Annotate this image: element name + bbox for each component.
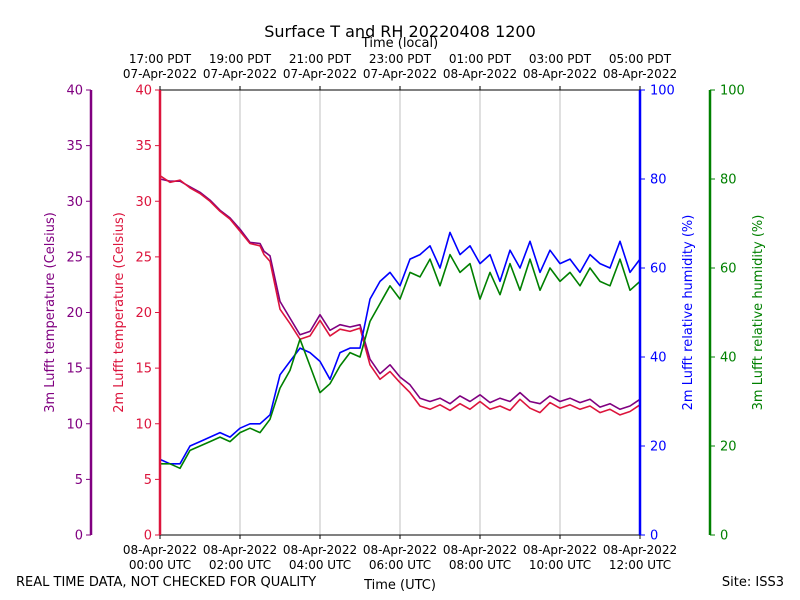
x-tick-label-bottom-date: 08-Apr-2022 — [123, 543, 197, 557]
y-axis-t3m: 0 5 10 15 20 25 30 35 40 3m Lufft temperature (Ce… — [43, 84, 93, 544]
y-tick-label: 0 — [720, 529, 728, 544]
axes-layer: 0 5 10 15 20 25 30 35 40 3m Lufft temperature (Ce… — [43, 84, 766, 544]
y-tick-label: 35 — [135, 139, 152, 154]
series-line-rh3m — [160, 253, 641, 470]
y-tick-label: 15 — [66, 362, 83, 377]
quality-disclaimer: REAL TIME DATA, NOT CHECKED FOR QUALITY — [16, 575, 317, 590]
y-tick-label: 25 — [135, 250, 152, 265]
y-tick-label: 20 — [650, 440, 667, 455]
series-line-t3m — [159, 178, 641, 411]
x-tick-label-top-date: 08-Apr-2022 — [443, 67, 517, 81]
series-layer — [159, 175, 641, 470]
x-tick-label-top-time: 23:00 PDT — [369, 52, 432, 66]
x-tick-label-bottom-time: 10:00 UTC — [529, 558, 591, 572]
x-tick-label-bottom-date: 08-Apr-2022 — [443, 543, 517, 557]
y-tick-label: 100 — [650, 84, 675, 99]
y-tick-label: 0 — [650, 529, 658, 544]
y-tick-label: 40 — [720, 351, 737, 366]
x-tick-label-top-date: 07-Apr-2022 — [283, 67, 357, 81]
y-axis-title: 2m Lufft temperature (Celsius) — [112, 212, 127, 413]
y-tick-label: 5 — [144, 473, 152, 488]
y-tick-label: 0 — [75, 529, 83, 544]
y-tick-label: 80 — [650, 173, 667, 188]
x-tick-label-top-date: 07-Apr-2022 — [363, 67, 437, 81]
y-tick-label: 60 — [650, 262, 667, 277]
x-tick-label-bottom-time: 04:00 UTC — [289, 558, 351, 572]
x-tick-label-bottom-time: 02:00 UTC — [209, 558, 271, 572]
y-tick-label: 10 — [135, 417, 152, 432]
y-tick-label: 100 — [720, 84, 745, 99]
x-tick-label-top-date: 08-Apr-2022 — [523, 67, 597, 81]
y-tick-label: 60 — [720, 262, 737, 277]
y-tick-label: 80 — [720, 173, 737, 188]
x-tick-label-top-date: 07-Apr-2022 — [203, 67, 277, 81]
x-tick-label-top-date: 07-Apr-2022 — [123, 67, 197, 81]
y-tick-label: 10 — [66, 417, 83, 432]
y-tick-label: 15 — [135, 362, 152, 377]
y-tick-label: 25 — [66, 250, 83, 265]
y-tick-label: 40 — [66, 84, 83, 99]
y-axis-t2m: 0 5 10 15 20 25 30 35 40 2m Lufft temperature (Ce… — [112, 84, 162, 544]
y-tick-label: 30 — [66, 195, 83, 210]
x-tick-label-top-time: 21:00 PDT — [289, 52, 352, 66]
x-tick-label-top-time: 17:00 PDT — [129, 52, 192, 66]
x-tick-label-bottom-date: 08-Apr-2022 — [283, 543, 357, 557]
y-axis-rh3m: 0 20 40 60 80 100 3m Lufft relative humidity (… — [708, 84, 766, 544]
x-tick-label-bottom-date: 08-Apr-2022 — [363, 543, 437, 557]
x-tick-label-bottom-time: 00:00 UTC — [129, 558, 191, 572]
grid-lines — [239, 90, 561, 535]
top-axis-title: Time (local) — [361, 36, 438, 51]
bottom-axis-title: Time (UTC) — [363, 578, 436, 593]
y-tick-label: 30 — [135, 195, 152, 210]
x-tick-label-bottom-time: 06:00 UTC — [369, 558, 431, 572]
x-tick-label-top-time: 19:00 PDT — [209, 52, 272, 66]
x-tick-label-top-time: 03:00 PDT — [529, 52, 592, 66]
x-tick-label-bottom-date: 08-Apr-2022 — [203, 543, 277, 557]
site-label: Site: ISS3 — [721, 575, 784, 590]
y-tick-label: 40 — [135, 84, 152, 99]
x-tick-label-top-time: 01:00 PDT — [449, 52, 512, 66]
x-tick-label-bottom-date: 08-Apr-2022 — [603, 543, 677, 557]
y-axis-title: 2m Lufft relative humidity (%) — [681, 215, 696, 411]
x-tick-label-top-time: 05:00 PDT — [609, 52, 672, 66]
y-tick-label: 35 — [66, 139, 83, 154]
y-tick-label: 5 — [75, 473, 83, 488]
y-tick-label: 0 — [144, 529, 152, 544]
y-tick-label: 40 — [650, 351, 667, 366]
series-line-rh2m — [159, 231, 641, 465]
x-tick-label-top-date: 08-Apr-2022 — [603, 67, 677, 81]
chart-title: Surface T and RH 20220408 1200 — [264, 22, 536, 41]
y-axis-title: 3m Lufft relative humidity (%) — [751, 215, 766, 411]
y-axis-rh2m: 0 20 40 60 80 100 2m Lufft relative humidity (… — [638, 84, 696, 544]
x-tick-label-bottom-time: 08:00 UTC — [449, 558, 511, 572]
y-axis-title: 3m Lufft temperature (Celsius) — [43, 212, 58, 413]
y-tick-label: 20 — [66, 306, 83, 321]
x-tick-label-bottom-time: 12:00 UTC — [609, 558, 671, 572]
series-line-t2m — [159, 175, 641, 416]
y-tick-label: 20 — [720, 440, 737, 455]
y-tick-label: 20 — [135, 306, 152, 321]
x-tick-label-bottom-date: 08-Apr-2022 — [523, 543, 597, 557]
